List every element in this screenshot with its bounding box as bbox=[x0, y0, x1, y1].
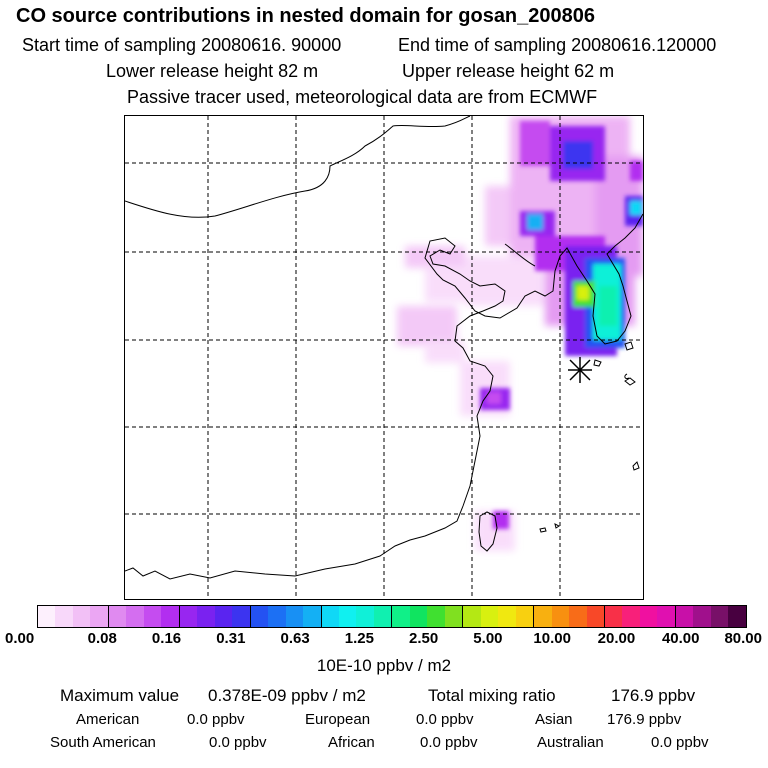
colorbar-tick-label: 5.00 bbox=[473, 630, 503, 647]
upper-release-height: Upper release height 62 m bbox=[402, 61, 615, 81]
map-canvas bbox=[125, 116, 643, 599]
colorbar-swatch bbox=[285, 606, 304, 627]
colorbar-swatch bbox=[427, 606, 445, 627]
region-name: American bbox=[76, 711, 140, 728]
region-value: 0.0 ppbv bbox=[420, 734, 478, 751]
colorbar-tick-label: 40.00 bbox=[661, 630, 700, 647]
region-name: Asian bbox=[535, 711, 573, 728]
colorbar-swatch bbox=[55, 606, 73, 627]
receptor-star-icon bbox=[568, 357, 592, 383]
colorbar-tick-label: 1.25 bbox=[344, 630, 374, 647]
total-mixing-ratio-label: Total mixing ratio bbox=[428, 686, 556, 705]
colorbar-swatch bbox=[143, 606, 162, 627]
colorbar-swatch bbox=[569, 606, 587, 627]
plot-title: CO source contributions in nested domain… bbox=[16, 5, 596, 27]
colorbar-swatch bbox=[639, 606, 658, 627]
colorbar-swatch bbox=[126, 606, 144, 627]
colorbar-swatch bbox=[356, 606, 374, 627]
colorbar-swatch bbox=[338, 606, 357, 627]
lower-release-height: Lower release height 82 m bbox=[106, 61, 319, 81]
colorbar-swatch bbox=[373, 606, 393, 627]
colorbar-swatch bbox=[534, 606, 552, 627]
colorbar-tick-label: 0.63 bbox=[280, 630, 310, 647]
total-mixing-ratio-value: 176.9 ppbv bbox=[611, 686, 696, 705]
colorbar-swatch bbox=[179, 606, 198, 627]
colorbar-swatch bbox=[675, 606, 694, 627]
start-sampling-time: Start time of sampling 20080616. 90000 bbox=[22, 35, 342, 55]
colorbar-tick-label: 20.00 bbox=[597, 630, 636, 647]
lat-lon-grid bbox=[125, 116, 643, 599]
colorbar-tick-label: 2.50 bbox=[409, 630, 439, 647]
region-name: South American bbox=[50, 734, 156, 751]
map-panel bbox=[124, 115, 644, 600]
coastlines bbox=[125, 116, 643, 580]
colorbar-tick-label: 0.00 bbox=[5, 630, 35, 647]
colorbar-swatch bbox=[72, 606, 91, 627]
colorbar-swatch bbox=[250, 606, 269, 627]
colorbar-swatch bbox=[586, 606, 605, 627]
region-name: European bbox=[305, 711, 371, 728]
colorbar-units: 10E-10 ppbv / m2 bbox=[316, 656, 452, 675]
colorbar-swatch bbox=[551, 606, 570, 627]
colorbar-swatch bbox=[605, 606, 623, 627]
colorbar-swatch bbox=[710, 606, 729, 627]
maximum-value: 0.378E-09 ppbv / m2 bbox=[208, 686, 366, 705]
colorbar-tick-label: 10.00 bbox=[533, 630, 571, 647]
colorbar-swatch bbox=[728, 606, 746, 627]
region-name: African bbox=[328, 734, 375, 751]
region-value: 176.9 ppbv bbox=[607, 711, 682, 728]
colorbar-swatch bbox=[197, 606, 215, 627]
colorbar-swatch bbox=[463, 606, 481, 627]
region-value: 0.0 ppbv bbox=[416, 711, 474, 728]
region-value: 0.0 ppbv bbox=[651, 734, 709, 751]
colorbar bbox=[37, 605, 747, 628]
tracer-note: Passive tracer used, meteorological data… bbox=[127, 87, 598, 107]
colorbar-tick-label: 0.31 bbox=[216, 630, 246, 647]
colorbar-swatch bbox=[90, 606, 109, 627]
colorbar-swatch bbox=[161, 606, 180, 627]
colorbar-tick-label: 0.16 bbox=[151, 630, 182, 647]
colorbar-swatch bbox=[108, 606, 127, 627]
end-sampling-time: End time of sampling 20080616.120000 bbox=[398, 35, 717, 55]
region-name: Australian bbox=[537, 734, 604, 751]
colorbar-tick-label: 80.00 bbox=[724, 630, 762, 647]
colorbar-swatch bbox=[498, 606, 516, 627]
colorbar-swatch bbox=[444, 606, 464, 627]
colorbar-swatch bbox=[480, 606, 499, 627]
colorbar-swatch bbox=[409, 606, 428, 627]
colorbar-tick-label: 0.08 bbox=[87, 630, 117, 647]
colorbar-swatch bbox=[268, 606, 286, 627]
colorbar-swatch bbox=[232, 606, 251, 627]
colorbar-swatch bbox=[657, 606, 676, 627]
maximum-value-label: Maximum value bbox=[60, 686, 180, 705]
region-value: 0.0 ppbv bbox=[209, 734, 267, 751]
region-value: 0.0 ppbv bbox=[187, 711, 245, 728]
colorbar-swatch bbox=[392, 606, 410, 627]
colorbar-swatch bbox=[515, 606, 535, 627]
colorbar-swatch bbox=[693, 606, 711, 627]
concentration-field bbox=[397, 116, 643, 551]
colorbar-swatch bbox=[622, 606, 640, 627]
colorbar-swatch bbox=[321, 606, 339, 627]
colorbar-swatch bbox=[214, 606, 233, 627]
colorbar-swatch bbox=[303, 606, 322, 627]
colorbar-swatch bbox=[38, 606, 56, 627]
